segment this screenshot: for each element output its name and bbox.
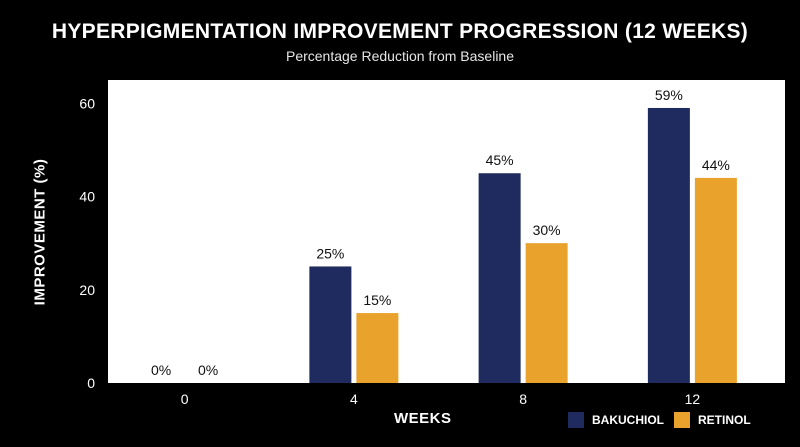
x-tick-label: 0 — [181, 391, 189, 407]
legend: BAKUCHIOL RETINOL — [568, 412, 751, 428]
y-tick-label: 40 — [79, 189, 95, 205]
y-tick-label: 20 — [79, 282, 95, 298]
x-tick-label: 12 — [685, 391, 701, 407]
legend-item-retinol: RETINOL — [674, 412, 751, 428]
x-tick-label: 8 — [519, 391, 527, 407]
legend-item-bakuchiol: BAKUCHIOL — [568, 412, 664, 428]
bar-bakuchiol — [309, 266, 352, 383]
x-axis-label: WEEKS — [394, 410, 452, 427]
y-tick-label: 0 — [87, 375, 95, 391]
data-label-bakuchiol: 59% — [655, 87, 683, 103]
data-label-bakuchiol: 25% — [316, 245, 344, 261]
data-label-retinol: 30% — [533, 222, 561, 238]
bar-bakuchiol — [478, 173, 521, 383]
chart-title: HYPERPIGMENTATION IMPROVEMENT PROGRESSIO… — [51, 20, 749, 43]
legend-swatch-retinol — [674, 412, 690, 428]
data-label-retinol: 15% — [363, 292, 391, 308]
data-label-bakuchiol: 0% — [151, 362, 171, 378]
legend-swatch-bakuchiol — [568, 412, 584, 428]
legend-label-bakuchiol: BAKUCHIOL — [592, 413, 664, 427]
bar-retinol — [356, 313, 399, 383]
bar-bakuchiol — [647, 107, 690, 383]
data-label-retinol: 0% — [198, 362, 218, 378]
y-tick-label: 60 — [79, 95, 95, 111]
chart-subtitle: Percentage Reduction from Baseline — [285, 48, 515, 64]
legend-label-retinol: RETINOL — [698, 413, 751, 427]
x-tick-label: 4 — [350, 391, 358, 407]
bar-retinol — [525, 243, 568, 383]
data-label-retinol: 44% — [702, 157, 730, 173]
bar-retinol — [694, 177, 737, 383]
data-label-bakuchiol: 45% — [486, 152, 514, 168]
